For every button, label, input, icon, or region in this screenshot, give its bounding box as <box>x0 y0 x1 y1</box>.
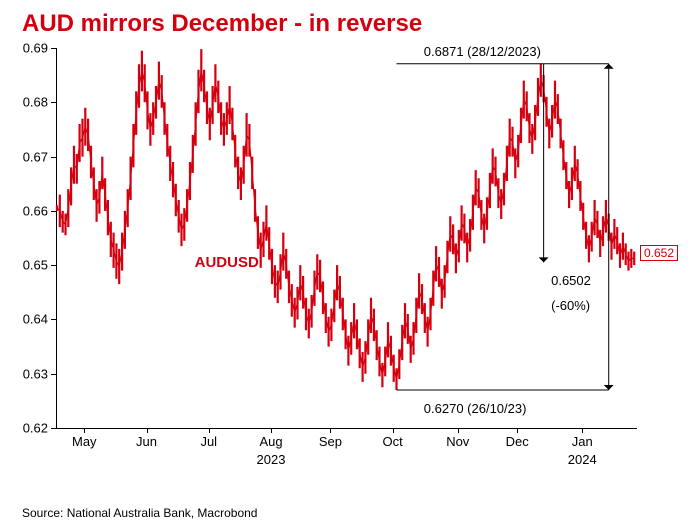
annot-retr-pct: (-60%) <box>551 298 590 313</box>
xtick-mark <box>517 428 518 433</box>
plot-area <box>56 48 637 429</box>
xtick-mark <box>582 428 583 433</box>
xyear-label: 2024 <box>568 452 597 467</box>
xtick-label: May <box>72 434 97 449</box>
chart-title: AUD mirrors December - in reverse <box>22 10 422 38</box>
xyear-label: 2023 <box>257 452 286 467</box>
xtick-mark <box>330 428 331 433</box>
chart-area: 0.62 0.63 0.64 0.65 0.66 0.67 0.68 0.69 May Jun Ju… <box>0 40 692 480</box>
xtick-mark <box>147 428 148 433</box>
xtick-label: Jul <box>200 434 217 449</box>
ytick-mark <box>51 48 56 49</box>
ytick-mark <box>51 211 56 212</box>
last-value-badge: 0.652 <box>640 245 678 261</box>
series-label: AUDUSD <box>195 254 259 271</box>
xtick-label: Sep <box>319 434 342 449</box>
xtick-mark <box>209 428 210 433</box>
xtick-label: Jan <box>572 434 593 449</box>
ytick-mark <box>51 102 56 103</box>
ytick-mark <box>51 319 56 320</box>
xtick-mark <box>271 428 272 433</box>
xtick-label: Dec <box>506 434 529 449</box>
xtick-label: Nov <box>446 434 469 449</box>
source-line: Source: National Australia Bank, Macrobo… <box>22 506 257 520</box>
xtick-label: Oct <box>383 434 403 449</box>
xtick-label: Aug <box>259 434 282 449</box>
xtick-mark <box>458 428 459 433</box>
ytick-label: 0.62 <box>8 421 48 436</box>
ytick-label: 0.65 <box>8 258 48 273</box>
ytick-label: 0.68 <box>8 95 48 110</box>
xtick-mark <box>84 428 85 433</box>
annot-retr-val: 0.6502 <box>551 273 591 288</box>
ytick-mark <box>51 374 56 375</box>
ytick-label: 0.64 <box>8 312 48 327</box>
annot-trough: 0.6270 (26/10/23) <box>424 401 527 416</box>
ytick-label: 0.66 <box>8 203 48 218</box>
xtick-label: Jun <box>136 434 157 449</box>
ytick-label: 0.63 <box>8 366 48 381</box>
xtick-mark <box>393 428 394 433</box>
ytick-mark <box>51 265 56 266</box>
annot-peak: 0.6871 (28/12/2023) <box>424 44 541 59</box>
ytick-mark <box>51 428 56 429</box>
ytick-mark <box>51 157 56 158</box>
ytick-label: 0.67 <box>8 149 48 164</box>
series-svg <box>57 48 637 428</box>
ytick-label: 0.69 <box>8 41 48 56</box>
